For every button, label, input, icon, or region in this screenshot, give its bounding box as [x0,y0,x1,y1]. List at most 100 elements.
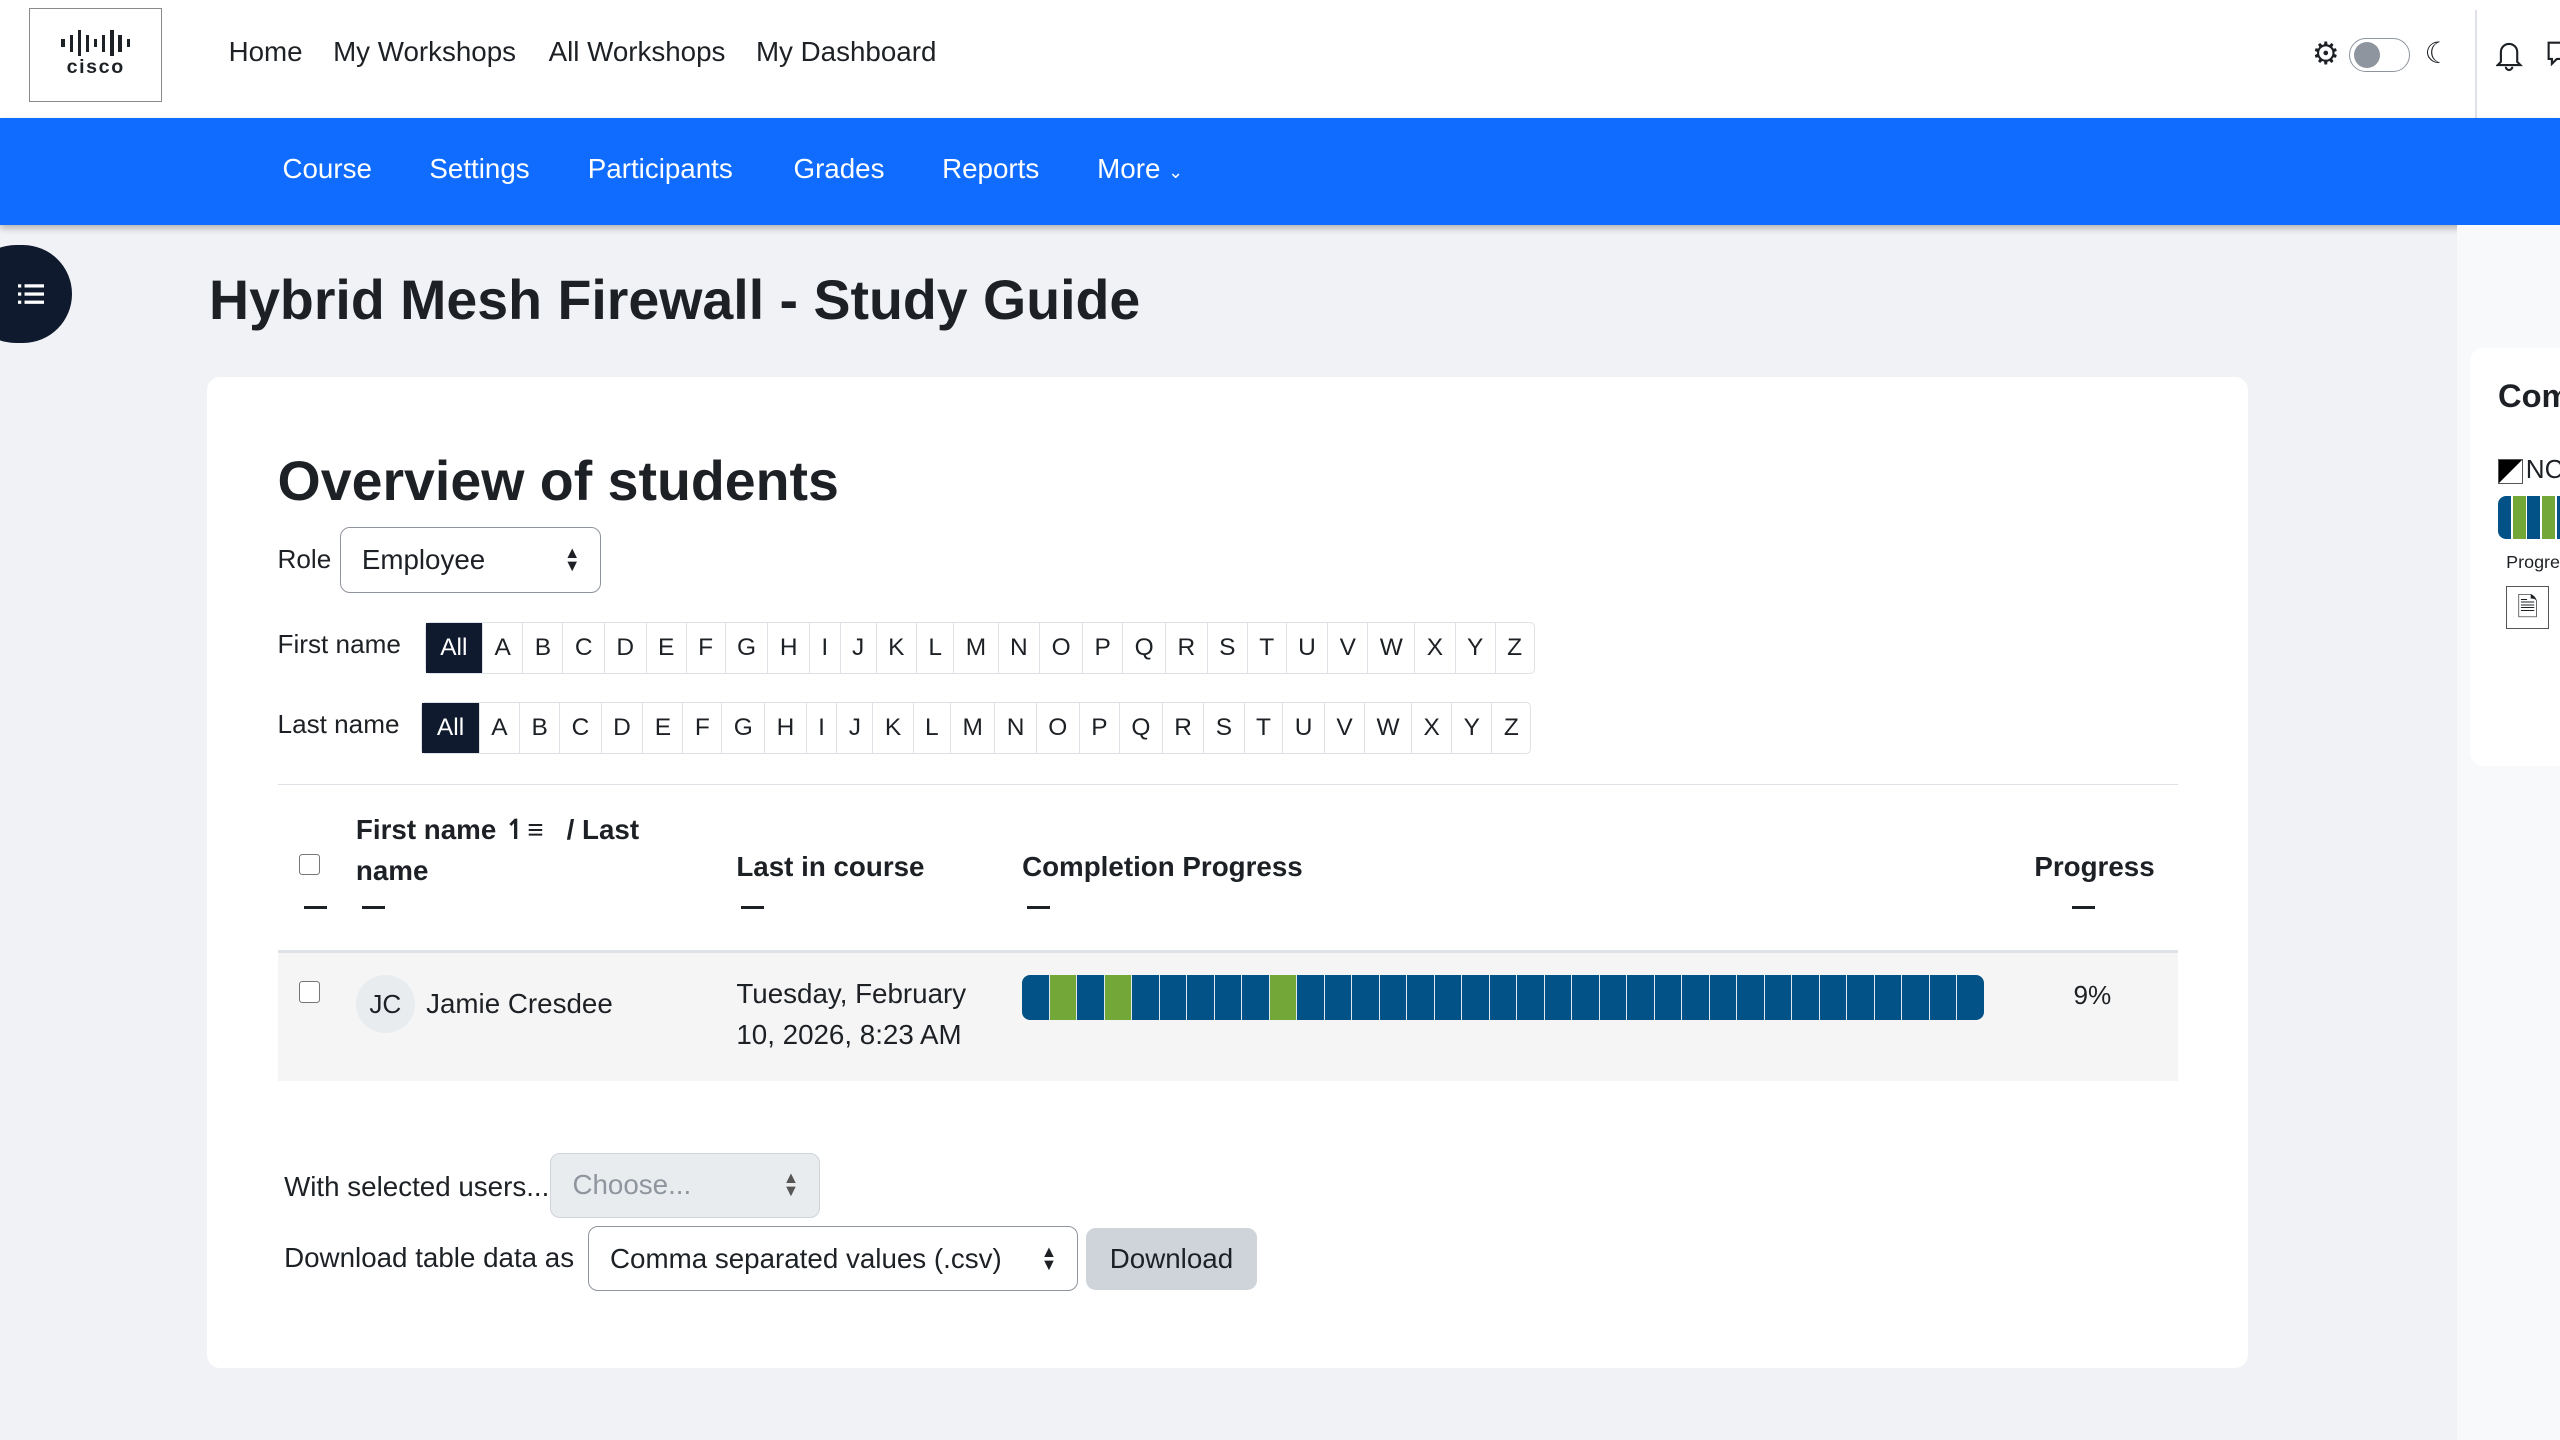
last-name-letter-d[interactable]: D [600,703,643,754]
collapse-icon[interactable] [1026,906,1050,910]
activity-incomplete-segment[interactable] [1077,974,1105,1021]
first-name-letter-q[interactable]: Q [1122,623,1165,674]
activity-complete-segment[interactable] [2512,496,2526,539]
nav-my-workshops[interactable]: My Workshops [333,35,517,67]
tab-reports[interactable]: Reports [942,153,1040,185]
progress-header[interactable]: Progress [2034,850,2155,882]
with-selected-select[interactable]: Choose... ▲ ▼ [550,1152,820,1218]
collapse-icon[interactable] [2071,906,2095,910]
activity-incomplete-segment[interactable] [1214,974,1243,1021]
activity-incomplete-segment[interactable] [1544,974,1573,1021]
last-name-letter-b[interactable]: B [519,703,559,754]
last-name-letter-a[interactable]: A [478,703,519,754]
tab-participants[interactable]: Participants [587,153,733,185]
activity-incomplete-segment[interactable] [1792,974,1820,1021]
first-name-letter-z[interactable]: Z [1494,623,1534,674]
last-name-letter-l[interactable]: L [912,703,950,754]
activity-incomplete-segment[interactable] [1764,974,1793,1021]
first-name-letter-k[interactable]: K [875,623,916,674]
first-name-letter-v[interactable]: V [1327,623,1367,674]
first-name-letter-u[interactable]: U [1285,623,1328,674]
activity-incomplete-segment[interactable] [1517,974,1545,1021]
dark-mode-toggle[interactable] [2349,37,2411,73]
course-index-toggle[interactable] [0,244,72,343]
last-name-sort-2[interactable]: name [355,854,429,886]
first-name-letter-y[interactable]: Y [1454,623,1495,674]
activity-complete-segment[interactable] [2542,496,2556,539]
messages-icon[interactable] [2547,41,2560,70]
last-name-letter-i[interactable]: I [805,703,837,754]
activity-incomplete-segment[interactable] [1462,974,1490,1021]
activity-incomplete-segment[interactable] [1627,974,1655,1021]
last-name-letter-w[interactable]: W [1364,703,1411,754]
cisco-logo[interactable]: cisco [29,8,162,102]
first-name-letter-b[interactable]: B [522,623,562,674]
activity-incomplete-segment[interactable] [1654,974,1683,1021]
last-name-sort[interactable]: / Last [566,813,640,845]
first-name-letter-j[interactable]: J [839,623,876,674]
activity-incomplete-segment[interactable] [1682,974,1710,1021]
first-name-letter-p[interactable]: P [1082,623,1122,674]
activity-incomplete-segment[interactable] [1242,974,1270,1021]
first-name-letter-l[interactable]: L [915,623,953,674]
activity-incomplete-segment[interactable] [1737,974,1765,1021]
first-name-letter-all[interactable]: All [425,623,483,674]
last-name-letter-p[interactable]: P [1078,703,1119,754]
last-name-letter-v[interactable]: V [1323,703,1364,754]
last-name-letter-y[interactable]: Y [1451,703,1491,754]
activity-incomplete-segment[interactable] [1297,974,1325,1021]
last-name-letter-k[interactable]: K [872,703,912,754]
last-name-letter-g[interactable]: G [721,703,764,754]
activity-incomplete-segment[interactable] [1599,974,1628,1021]
nav-home[interactable]: Home [228,35,303,67]
last-in-course-header[interactable]: Last in course [736,850,925,882]
activity-incomplete-segment[interactable] [2556,496,2560,539]
last-name-letter-q[interactable]: Q [1118,703,1162,754]
last-name-letter-h[interactable]: H [764,703,806,754]
first-name-letter-s[interactable]: S [1206,623,1247,674]
first-name-letter-d[interactable]: D [604,623,646,674]
activity-incomplete-segment[interactable] [1874,974,1903,1021]
activity-incomplete-segment[interactable] [2498,496,2512,539]
activity-incomplete-segment[interactable] [1022,974,1050,1021]
first-name-letter-o[interactable]: O [1039,623,1082,674]
activity-incomplete-segment[interactable] [1709,974,1738,1021]
select-all-checkbox[interactable] [298,853,321,876]
last-name-letter-m[interactable]: M [950,703,994,754]
last-name-letter-r[interactable]: R [1161,703,1204,754]
download-format-select[interactable]: Comma separated values (.csv) ▲ ▼ [587,1226,1078,1292]
student-name[interactable]: Jamie Cresdee [426,987,613,1019]
last-name-letter-c[interactable]: C [559,703,601,754]
bell-icon[interactable] [2496,39,2523,72]
nav-my-dashboard[interactable]: My Dashboard [755,35,937,67]
name-column-header[interactable]: First name ↿≡ / Last name [356,810,639,892]
last-name-letter-f[interactable]: F [682,703,721,754]
activity-incomplete-segment[interactable] [2527,496,2541,539]
activity-incomplete-segment[interactable] [1847,974,1875,1021]
tab-settings[interactable]: Settings [429,153,530,185]
tab-grades[interactable]: Grades [793,153,885,185]
last-name-letter-n[interactable]: N [994,703,1036,754]
first-name-letter-c[interactable]: C [562,623,604,674]
nav-all-workshops[interactable]: All Workshops [548,35,726,67]
first-name-sort[interactable]: First name [355,813,497,845]
first-name-letter-i[interactable]: I [808,623,840,674]
last-name-letter-o[interactable]: O [1035,703,1079,754]
collapse-icon[interactable] [741,906,765,910]
first-name-letter-x[interactable]: X [1414,623,1454,674]
first-name-letter-r[interactable]: R [1165,623,1207,674]
collapse-icon[interactable] [362,906,386,910]
activity-incomplete-segment[interactable] [1902,974,1930,1021]
activity-incomplete-segment[interactable] [1159,974,1188,1021]
role-select[interactable]: Employee ▲ ▼ [339,527,601,593]
activity-complete-segment[interactable] [1269,974,1298,1021]
activity-incomplete-segment[interactable] [1819,974,1848,1021]
last-name-letter-j[interactable]: J [836,703,872,754]
activity-incomplete-segment[interactable] [1187,974,1215,1021]
last-name-letter-e[interactable]: E [642,703,682,754]
tab-more[interactable]: More ⌄ [1097,153,1183,185]
last-name-letter-t[interactable]: T [1243,703,1283,754]
activity-incomplete-segment[interactable] [1132,974,1160,1021]
activity-incomplete-segment[interactable] [1324,974,1353,1021]
last-name-letter-s[interactable]: S [1203,703,1243,754]
